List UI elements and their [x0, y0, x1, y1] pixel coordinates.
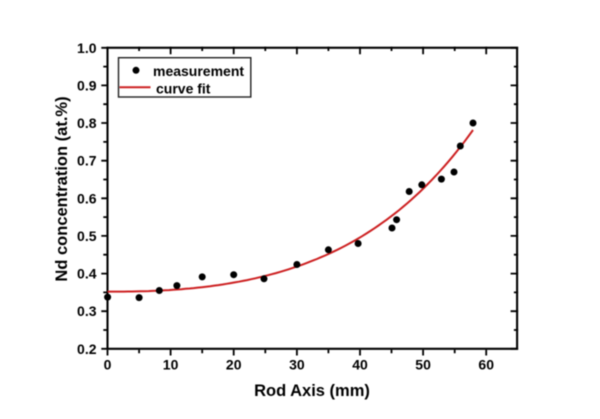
svg-text:Rod Axis (mm): Rod Axis (mm) [254, 382, 370, 400]
svg-text:30: 30 [289, 357, 305, 373]
svg-text:0: 0 [104, 357, 112, 373]
svg-text:0.6: 0.6 [77, 190, 97, 206]
svg-text:40: 40 [352, 357, 368, 373]
svg-text:0.5: 0.5 [77, 228, 97, 244]
svg-text:measurement: measurement [153, 63, 244, 79]
svg-text:20: 20 [226, 357, 242, 373]
svg-text:1.0: 1.0 [77, 40, 97, 56]
svg-text:50: 50 [415, 357, 431, 373]
svg-text:10: 10 [163, 357, 179, 373]
svg-text:0.9: 0.9 [77, 77, 97, 93]
svg-text:Nd concentration (at.%): Nd concentration (at.%) [53, 96, 71, 281]
svg-text:0.7: 0.7 [77, 153, 97, 169]
svg-text:60: 60 [478, 357, 494, 373]
svg-text:0.4: 0.4 [77, 266, 97, 282]
svg-text:0.2: 0.2 [77, 341, 97, 357]
svg-text:0.8: 0.8 [77, 115, 97, 131]
svg-text:0.3: 0.3 [77, 303, 97, 319]
svg-text:curve fit: curve fit [156, 80, 211, 96]
